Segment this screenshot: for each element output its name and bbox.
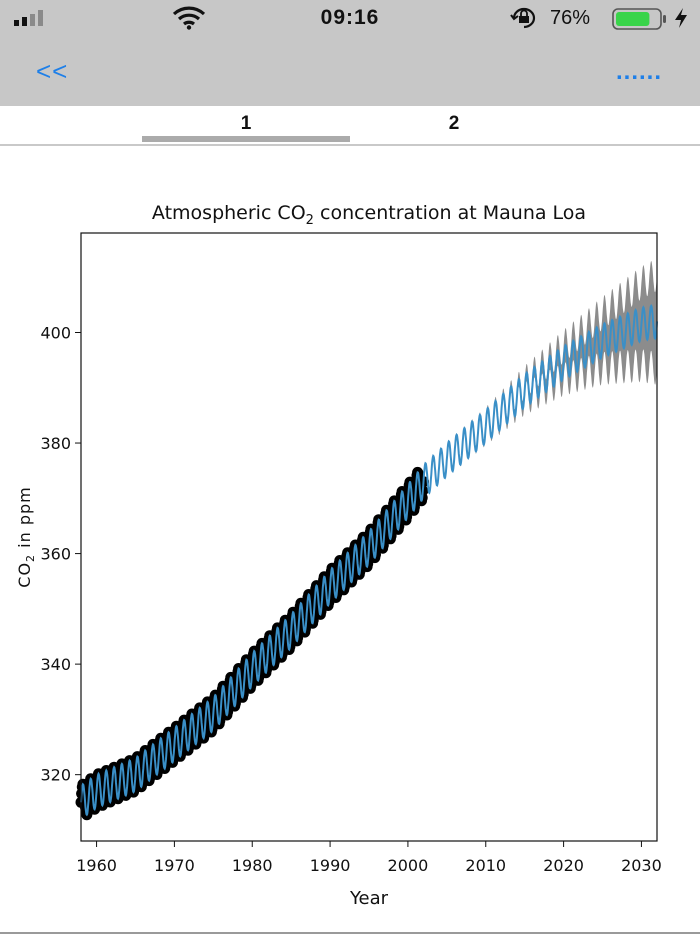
more-button[interactable]: ...... [615,58,662,85]
x-tick-label: 1970 [154,856,195,875]
status-time: 09:16 [320,6,380,29]
y-tick-label: 400 [40,323,71,342]
page-tabs: 1 2 [0,106,700,146]
back-button[interactable]: << [36,56,69,86]
bottom-divider [0,932,700,934]
battery-icon [612,8,666,30]
signal-icon [14,10,43,26]
active-tab-indicator [142,136,350,142]
rotation-lock-icon [510,7,536,29]
co2-chart: 1960 1970 1980 1990 2000 2010 2020 2030 320 340 3… [15,202,662,909]
y-tick-label: 380 [40,434,71,453]
y-axis-label: CO2 in ppm [15,486,37,587]
x-tick-label: 2020 [543,856,584,875]
y-tick-label: 340 [40,655,71,674]
tab-2[interactable]: 2 [448,113,460,134]
x-axis-label: Year [349,888,389,909]
x-tick-label: 1990 [310,856,351,875]
x-tick-label: 2010 [465,856,506,875]
wifi-icon [172,6,206,30]
battery-percent: 76% [550,7,591,29]
y-tick-label: 320 [40,766,71,785]
x-tick-label: 2000 [388,856,429,875]
nav-bar: << ...... [0,36,700,106]
prediction-line [80,304,658,817]
x-tick-label: 2030 [621,856,662,875]
tab-1[interactable]: 1 [240,113,252,134]
x-tick-label: 1960 [76,856,117,875]
chart-title: Atmospheric CO2 concentration at Mauna L… [152,202,586,228]
x-tick-label: 1980 [232,856,273,875]
charging-icon [675,8,687,28]
status-bar: 09:16 76% [0,0,700,36]
plot-frame [80,232,658,842]
y-tick-label: 360 [40,545,71,564]
